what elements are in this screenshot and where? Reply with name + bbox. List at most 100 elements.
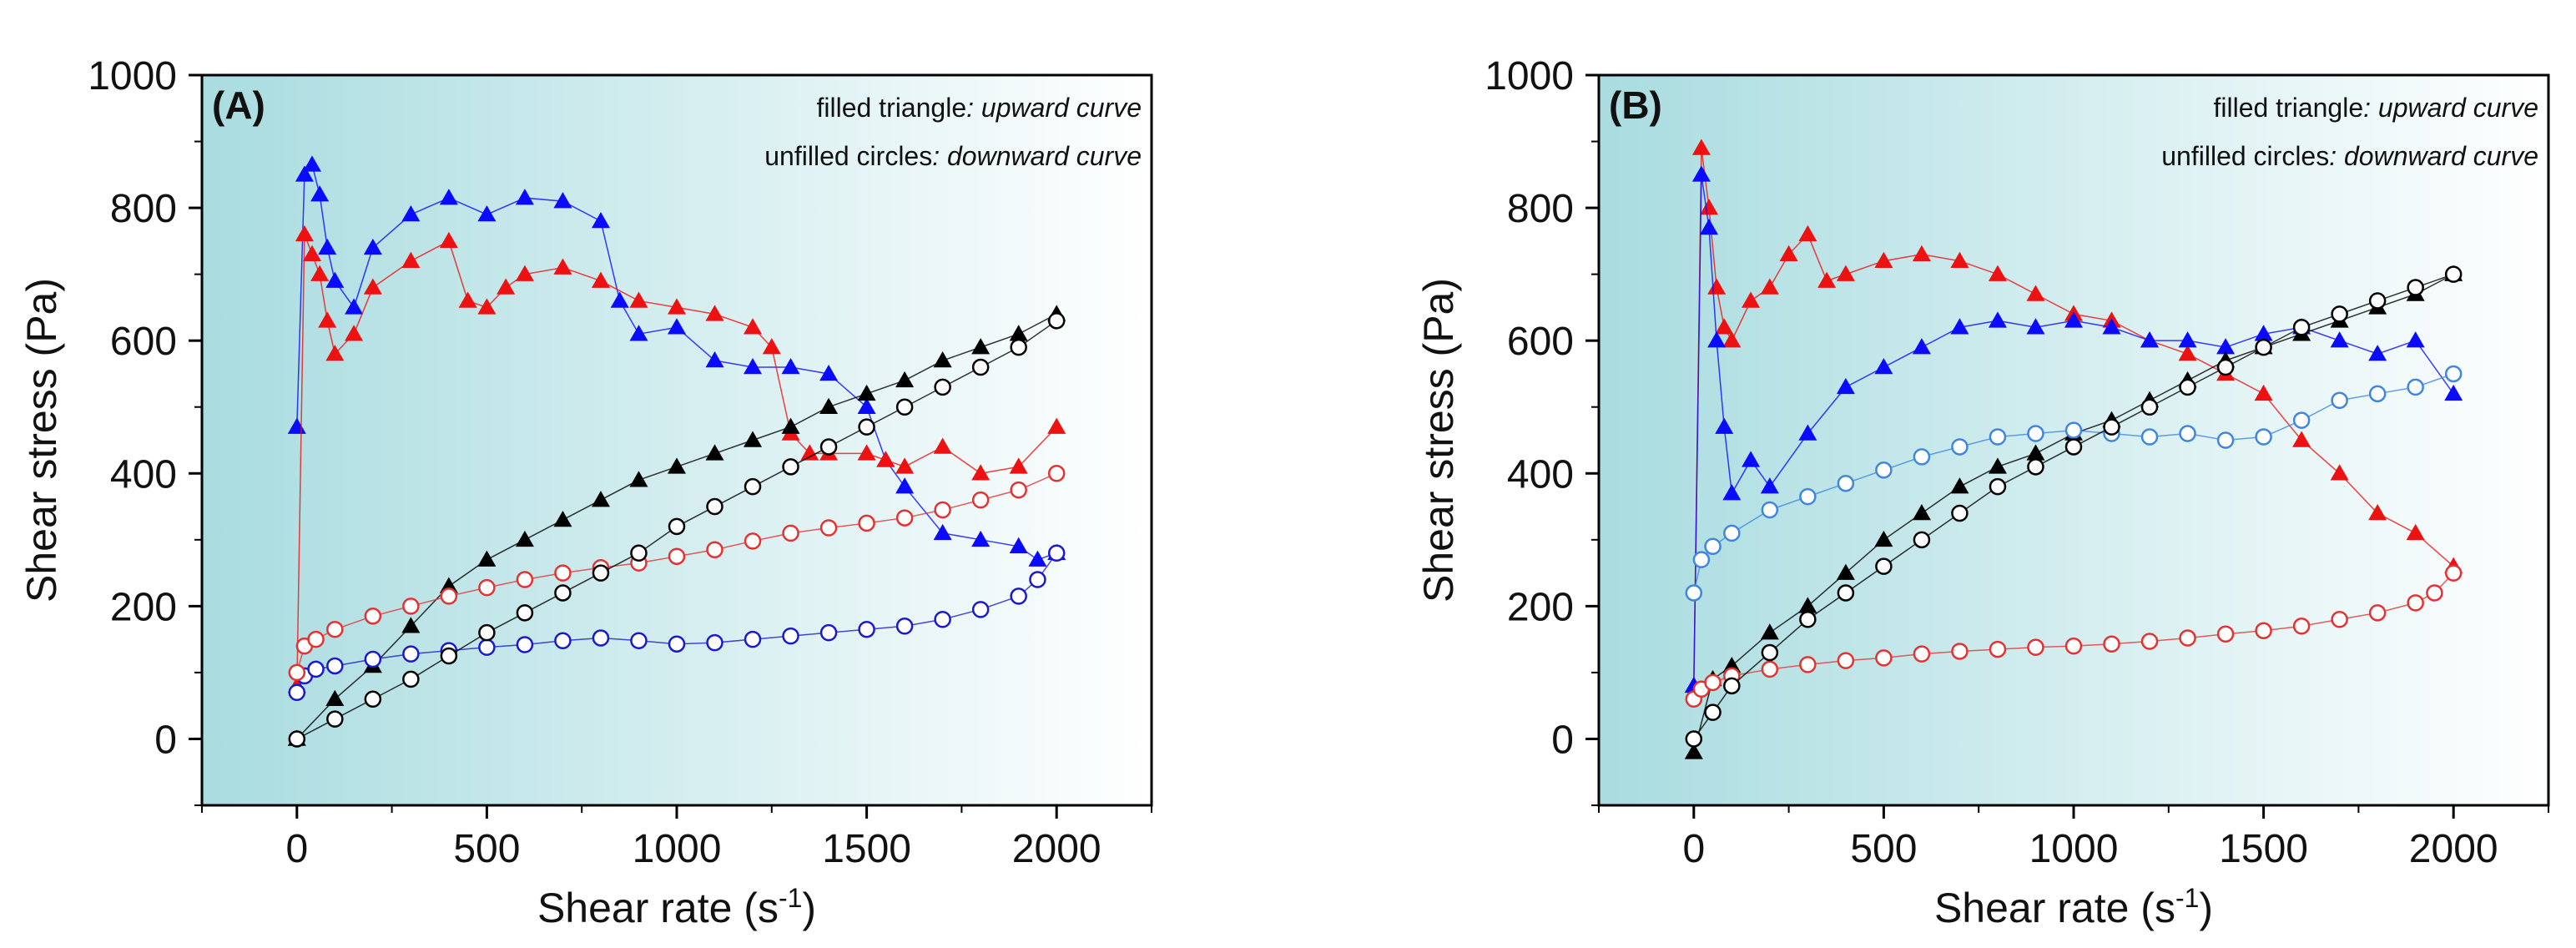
data-point-circle — [2255, 622, 2272, 640]
y-tick-label: 800 — [110, 187, 177, 231]
legend-line-upward: filled triangle: upward curve — [816, 93, 1142, 123]
data-point-circle — [2140, 633, 2159, 650]
data-point-triangle — [325, 345, 345, 361]
data-point-triangle — [819, 397, 839, 414]
data-marks — [287, 155, 1066, 748]
data-point-circle — [782, 627, 799, 645]
data-point-triangle — [591, 271, 610, 288]
data-point-circle — [1875, 461, 1893, 479]
data-point-circle — [1029, 571, 1046, 588]
data-point-triangle — [1988, 457, 2007, 474]
data-point-circle — [2407, 594, 2424, 612]
data-point-triangle — [2330, 464, 2349, 481]
data-point-circle — [402, 645, 420, 663]
data-point-circle — [744, 477, 762, 496]
data-point-triangle — [781, 417, 800, 434]
data-point-circle — [1913, 448, 1931, 466]
data-point-circle — [1704, 537, 1722, 556]
data-point-circle — [1685, 584, 1703, 602]
data-point-circle — [1799, 611, 1817, 628]
data-point-circle — [516, 604, 534, 622]
x-tick-label: 1000 — [2029, 827, 2119, 871]
data-point-circle — [895, 509, 914, 527]
data-point-triangle — [318, 238, 337, 255]
data-point-triangle — [295, 165, 314, 182]
data-marks — [1684, 139, 2463, 759]
data-point-triangle — [668, 298, 686, 315]
data-point-circle — [706, 541, 723, 558]
data-point-circle — [1010, 481, 1027, 499]
data-point-circle — [858, 620, 875, 638]
data-point-triangle — [933, 523, 952, 541]
data-point-triangle — [1779, 245, 1798, 262]
data-point-circle — [2179, 378, 2196, 396]
data-point-circle — [1704, 703, 1722, 721]
data-point-triangle — [1707, 278, 1727, 295]
data-point-triangle — [2292, 431, 2311, 447]
data-point-circle — [1723, 677, 1741, 695]
data-point-circle — [2216, 625, 2235, 643]
data-point-triangle — [1912, 245, 1931, 262]
data-point-triangle — [971, 530, 991, 547]
chart-panel-a: 0 500 1000 1500 2000 0 200 400 600 800 1000 (A) fi… — [18, 54, 1153, 931]
data-point-triangle — [1691, 165, 1711, 182]
data-point-circle — [1951, 504, 1969, 522]
data-point-triangle — [1950, 318, 1969, 335]
x-tick-label: 1000 — [633, 827, 722, 871]
data-point-triangle — [303, 245, 322, 262]
data-point-circle — [971, 358, 990, 376]
data-point-triangle — [458, 291, 477, 308]
data-point-triangle — [895, 477, 915, 494]
data-point-circle — [2255, 338, 2272, 356]
data-point-circle — [2027, 638, 2044, 656]
data-point-circle — [478, 638, 496, 656]
data-point-circle — [1913, 645, 1931, 663]
y-tick-label: 200 — [1507, 585, 1574, 629]
data-point-circle — [2407, 378, 2424, 396]
data-point-circle — [2444, 265, 2463, 283]
data-point-circle — [326, 710, 344, 728]
data-point-circle — [2331, 391, 2348, 410]
data-point-triangle — [971, 464, 991, 481]
data-point-triangle — [819, 364, 839, 381]
data-point-triangle — [401, 205, 421, 222]
data-point-triangle — [744, 431, 763, 447]
data-point-circle — [1875, 649, 1893, 667]
data-point-triangle — [895, 457, 915, 474]
data-point-circle — [288, 663, 306, 682]
data-point-circle — [744, 532, 762, 550]
data-point-circle — [971, 491, 990, 509]
x-tick-label: 0 — [1682, 827, 1705, 871]
data-point-circle — [307, 660, 325, 678]
y-tick-label: 1000 — [1485, 54, 1574, 98]
series-line — [1693, 273, 2454, 739]
data-point-triangle — [515, 265, 534, 281]
data-point-triangle — [1798, 597, 1817, 613]
data-point-triangle — [1836, 377, 1855, 395]
data-point-triangle — [1874, 530, 1893, 547]
data-point-circle — [478, 578, 496, 597]
data-point-triangle — [1722, 484, 1742, 501]
data-point-circle — [1047, 465, 1066, 482]
data-point-circle — [858, 514, 875, 532]
data-point-circle — [819, 438, 838, 456]
data-point-circle — [2103, 635, 2120, 653]
data-point-triangle — [401, 617, 421, 633]
data-point-triangle — [1742, 451, 1761, 467]
data-point-circle — [2140, 398, 2159, 416]
data-point-triangle — [933, 351, 952, 368]
data-point-circle — [1837, 584, 1855, 602]
data-point-circle — [782, 458, 799, 476]
data-point-triangle — [744, 358, 763, 375]
data-point-circle — [2407, 279, 2424, 296]
data-point-triangle — [553, 192, 572, 209]
data-point-triangle — [325, 689, 345, 706]
data-point-circle — [668, 635, 686, 653]
data-point-circle — [326, 620, 344, 638]
data-point-circle — [819, 623, 838, 642]
x-tick-label: 1500 — [822, 827, 911, 871]
data-point-triangle — [363, 278, 382, 295]
data-point-circle — [1685, 730, 1703, 748]
data-point-circle — [516, 636, 534, 653]
data-point-circle — [2292, 617, 2311, 635]
